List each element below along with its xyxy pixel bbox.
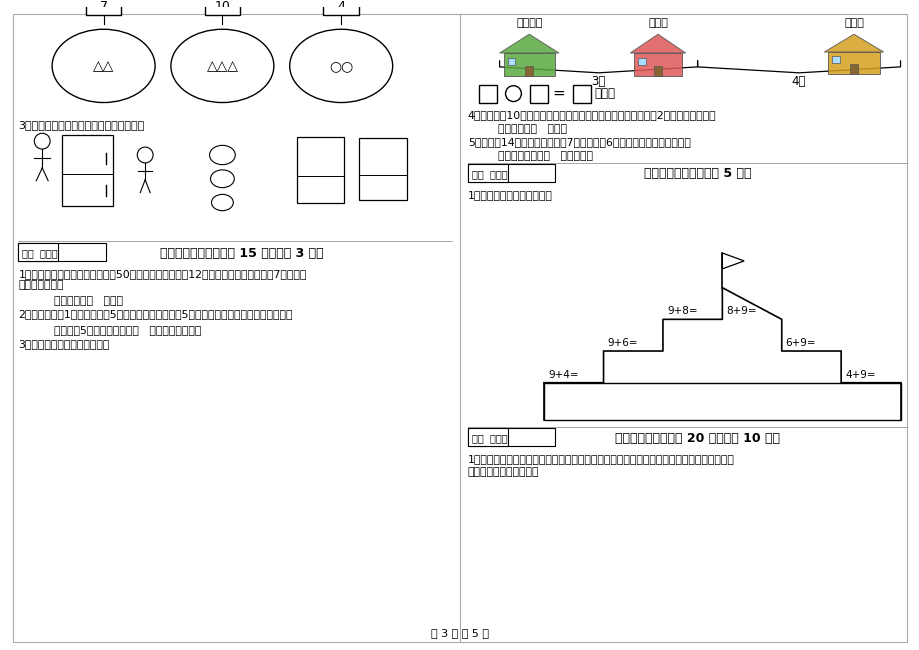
Text: 小兔家: 小兔家 — [647, 18, 667, 29]
Bar — [85, 0, 121, 16]
Text: （米）: （米） — [594, 87, 615, 100]
Bar — [543, 383, 900, 421]
Text: 自己的前面到达了终点。: 自己的前面到达了终点。 — [468, 467, 539, 477]
Text: ○○: ○○ — [329, 59, 353, 73]
Text: 9+8=: 9+8= — [666, 306, 697, 317]
Text: 4、篮子里有10个红萝卜，小灰兔吃了其中的一半，小白兔吃了2个，还剩下几个？: 4、篮子里有10个红萝卜，小灰兔吃了其中的一半，小白兔吃了2个，还剩下几个？ — [468, 111, 716, 120]
Ellipse shape — [210, 146, 235, 164]
Text: 5、小明有14张邮票，送给小华7张，又买来6张，现在小明有几张邮票？: 5、小明有14张邮票，送给小华7张，又买来6张，现在小明有几张邮票？ — [468, 137, 690, 147]
Polygon shape — [499, 34, 559, 53]
Ellipse shape — [211, 194, 233, 211]
Text: 4: 4 — [337, 0, 345, 13]
Bar — [478, 84, 496, 103]
Text: 4米: 4米 — [791, 75, 805, 88]
Text: 答：买梨子（   ）个。: 答：买梨子（ ）个。 — [54, 296, 123, 306]
Text: 买梨子多少个？: 买梨子多少个？ — [18, 280, 64, 290]
Text: 动物学校: 动物学校 — [516, 18, 542, 29]
Text: 9+4=: 9+4= — [548, 370, 578, 380]
Bar — [18, 243, 106, 261]
Bar — [507, 58, 515, 65]
Bar — [468, 164, 507, 182]
Text: 3、下面各图分别是谁看到的？请连一连。: 3、下面各图分别是谁看到的？请连一连。 — [18, 120, 144, 131]
Ellipse shape — [210, 170, 234, 188]
Polygon shape — [630, 34, 685, 53]
Text: 3、小猴家离动物学校有多远？: 3、小猴家离动物学校有多远？ — [18, 339, 109, 349]
Bar — [653, 66, 662, 76]
Text: 3米: 3米 — [591, 75, 605, 88]
Bar — [827, 52, 879, 74]
Bar — [529, 84, 548, 103]
Text: 6+9=: 6+9= — [785, 338, 815, 348]
Bar — [468, 428, 554, 446]
Text: 答：他在5分钟内可以剪好（   ）只自己的指甲。: 答：他在5分钟内可以剪好（ ）只自己的指甲。 — [54, 325, 201, 335]
Circle shape — [34, 133, 50, 149]
Bar — [832, 56, 839, 63]
Text: 7: 7 — [99, 0, 108, 13]
Text: △△: △△ — [93, 59, 114, 73]
Bar — [503, 53, 554, 76]
Ellipse shape — [52, 29, 155, 103]
Text: 得分  评卷人: 得分 评卷人 — [22, 248, 58, 258]
Circle shape — [137, 147, 153, 163]
Text: 答：现在小明有（   ）张邮票。: 答：现在小明有（ ）张邮票。 — [497, 151, 592, 161]
Ellipse shape — [171, 29, 274, 103]
Text: 得分  评卷人: 得分 评卷人 — [471, 169, 507, 179]
Text: 2、小华的爸爸1分钟可以剪好5只自己的手指甲。他在5分钟内可以剪好几只自己的手指甲？: 2、小华的爸爸1分钟可以剪好5只自己的手指甲。他在5分钟内可以剪好几只自己的手指… — [18, 309, 292, 319]
Text: 第 3 页 共 5 页: 第 3 页 共 5 页 — [430, 628, 489, 638]
Text: 得分  评卷人: 得分 评卷人 — [471, 433, 507, 443]
Text: 九、个性空间（本题共 5 分）: 九、个性空间（本题共 5 分） — [643, 167, 751, 180]
Polygon shape — [721, 253, 743, 269]
Ellipse shape — [289, 29, 392, 103]
Text: 1、夺红旗（直接写得数）。: 1、夺红旗（直接写得数）。 — [468, 190, 552, 200]
Bar — [638, 58, 645, 65]
Bar — [323, 0, 358, 16]
Circle shape — [505, 86, 521, 101]
Text: △△△: △△△ — [206, 59, 238, 73]
Bar — [525, 66, 533, 76]
Polygon shape — [823, 34, 883, 52]
Text: 8+9=: 8+9= — [725, 306, 756, 317]
Bar — [573, 84, 590, 103]
Text: 4+9=: 4+9= — [845, 370, 875, 380]
Text: 八、解决问题（本题共 15 分，每题 3 分）: 八、解决问题（本题共 15 分，每题 3 分） — [160, 246, 323, 259]
Bar — [18, 243, 58, 261]
Bar — [468, 164, 554, 182]
Text: 小猴家: 小猴家 — [843, 18, 863, 29]
Bar — [633, 53, 681, 76]
Text: 十、附加题（本题共 20 分，每题 10 分）: 十、附加题（本题共 20 分，每题 10 分） — [615, 432, 779, 445]
Bar — [296, 137, 344, 203]
Bar — [62, 135, 113, 207]
Bar — [849, 64, 857, 74]
Bar — [468, 428, 507, 446]
Bar — [204, 0, 240, 16]
Text: 10: 10 — [214, 0, 230, 13]
Text: 1、幼儿园买了梨和苹果，其中有50个苹果，分给小朋友12个苹果后，梨比苹果还少7个；请问: 1、幼儿园买了梨和苹果，其中有50个苹果，分给小朋友12个苹果后，梨比苹果还少7… — [18, 269, 307, 279]
Text: =: = — [552, 86, 565, 101]
Text: 1、甲、乙、丙三个小朋友赛跑，得第一名的不是甲，得第二名的不是丙，乙看见甲和丙都在: 1、甲、乙、丙三个小朋友赛跑，得第一名的不是甲，得第二名的不是丙，乙看见甲和丙都… — [468, 454, 734, 464]
Bar — [358, 138, 406, 200]
Text: 9+6=: 9+6= — [607, 338, 638, 348]
Text: 答：还剩下（   ）个。: 答：还剩下（ ）个。 — [497, 124, 566, 135]
